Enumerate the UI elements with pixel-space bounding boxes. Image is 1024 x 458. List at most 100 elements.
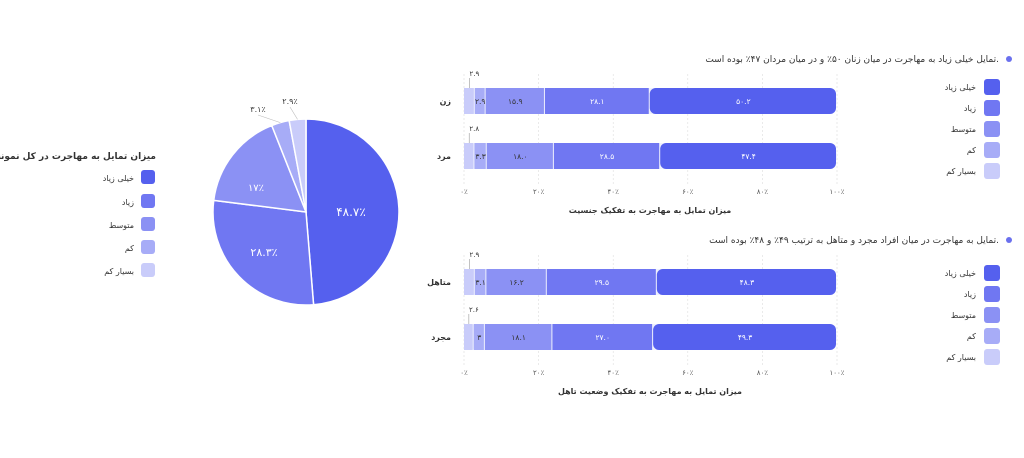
marital-bar-1-segment-4 [464, 324, 473, 350]
gender-bar-1-segment-1 [553, 143, 660, 169]
gender-bar-0-segment-3 [474, 88, 485, 114]
gender-bar-0-value-2: ۱۵.۹ [508, 97, 522, 106]
gender-bar-0-segment-0 [649, 88, 836, 114]
gender-x-tick-1: ۲۰٪ [533, 188, 545, 196]
pie-legend-swatch-2 [141, 217, 155, 231]
gender-bar-0-segment-1 [544, 88, 649, 114]
gender-category-label-1: مرد [437, 152, 451, 161]
pie-slice-label-0: ۴۸.۷٪ [336, 205, 366, 219]
note-marital: تمایل به مهاجرت در میان افراد مجرد و متا… [709, 236, 999, 246]
marital-bar-1-value-4: ۲.۶ [469, 306, 479, 314]
marital-bar-1-value-3: ۳ [477, 333, 481, 342]
pie-legend: خیلی زیاد زیاد متوسط کم بسیار کم [103, 170, 155, 277]
marital-legend-swatch-3 [984, 328, 1000, 344]
gender-legend-swatch-1 [984, 100, 1000, 116]
pie-slice-1 [212, 199, 315, 306]
gender-legend: خیلی زیاد زیاد متوسط کم بسیار کم [945, 79, 1000, 179]
pie-legend-swatch-1 [141, 194, 155, 208]
pie-legend-label-2: متوسط [109, 221, 134, 230]
marital-bar-1-segment-3 [473, 324, 484, 350]
gender-bar-0-value-1: ۲۸.۱ [590, 97, 604, 106]
gender-bar-1-value-4: ۲.۸ [469, 125, 479, 133]
pie-leader-line-4 [289, 106, 298, 120]
pie-legend-swatch-0 [141, 170, 155, 184]
gender-bar-1-segment-2 [486, 143, 553, 169]
marital-legend: خیلی زیاد زیاد متوسط کم بسیار کم [945, 265, 1000, 365]
marital-legend-swatch-0 [984, 265, 1000, 281]
gender-category-label-0: زن [440, 97, 452, 106]
pie-slice-4 [288, 118, 307, 213]
pie-slice-label-2: ۱۷٪ [248, 183, 264, 194]
gender-legend-swatch-3 [984, 142, 1000, 158]
pie-slice-2 [212, 124, 308, 213]
marital-x-tick-2: ۴۰٪ [608, 369, 620, 377]
gender-bar-1-segment-3 [474, 143, 486, 169]
pie-legend-label-4: بسیار کم [104, 267, 134, 276]
marital-bar-0-value-0: ۴۸.۳ [740, 278, 754, 287]
marital-bar-0-segment-4 [464, 269, 474, 295]
gender-bar-1-segment-4 [464, 143, 474, 169]
marital-x-tick-0: ۰٪ [460, 369, 468, 377]
marital-category-label-0: متاهل [427, 278, 451, 287]
marital-bar-1-segment-2 [484, 324, 552, 350]
gender-x-tick-3: ۶۰٪ [682, 188, 694, 196]
note-gender: تمایل خیلی زیاد به مهاجرت در میان زنان ۵… [705, 55, 999, 65]
marital-legend-label-1: زیاد [964, 290, 976, 299]
gender-legend-label-4: بسیار کم [946, 167, 976, 176]
marital-legend-swatch-2 [984, 307, 1000, 323]
marital-legend-label-3: کم [967, 332, 976, 341]
marital-category-label-1: مجرد [431, 333, 451, 342]
gender-bar-0-value-4: ۲.۹ [470, 70, 480, 78]
gender-bar-1-segment-0 [660, 143, 836, 169]
pie-legend-label-1: زیاد [122, 198, 134, 207]
marital-legend-label-0: خیلی زیاد [945, 269, 976, 278]
gender-bar-0-value-3: ۲.۹ [475, 97, 485, 106]
marital-legend-swatch-4 [984, 349, 1000, 365]
pie-slice-0 [305, 118, 400, 306]
marital-bar-0-value-1: ۲۹.۵ [595, 278, 609, 287]
gender-bar-0-value-0: ۵۰.۲ [736, 97, 750, 106]
marital-bar-0-segment-3 [474, 269, 486, 295]
gender-legend-swatch-0 [984, 79, 1000, 95]
marital-bar-chart: ۰٪ ۲۰٪ ۴۰٪ ۶۰٪ ۸۰٪ ۱۰۰٪ متاهل ۴۸.۳ ۲۹.۵ ۱۶.۲ ۳.۱ ۲.… [427, 251, 845, 377]
gender-x-tick-5: ۱۰۰٪ [829, 188, 844, 196]
marital-bar-0-value-4: ۲.۹ [470, 251, 480, 259]
marital-bar-0-value-2: ۱۶.۲ [509, 278, 523, 287]
marital-bar-0-segment-2 [486, 269, 546, 295]
gender-bar-1-value-3: ۳.۳ [475, 152, 485, 161]
pie-title: میزان تمایل به مهاجرت در کل نمونه [0, 152, 156, 162]
gender-legend-swatch-2 [984, 121, 1000, 137]
pie-slice-label-1: ۲۸.۳٪ [250, 246, 277, 259]
pie-legend-swatch-4 [141, 263, 155, 277]
gender-bar-1-value-2: ۱۸.۰ [513, 152, 527, 161]
marital-x-tick-3: ۶۰٪ [682, 369, 694, 377]
marital-legend-swatch-1 [984, 286, 1000, 302]
pie-leader-line-3 [257, 114, 281, 123]
gender-x-tick-2: ۴۰٪ [608, 188, 620, 196]
pie-legend-label-3: کم [125, 244, 134, 253]
pie-slice-label-4: ۲.۹٪ [282, 97, 297, 106]
pie-legend-swatch-3 [141, 240, 155, 254]
pie-legend-label-0: خیلی زیاد [103, 174, 134, 183]
gender-legend-label-3: کم [967, 146, 976, 155]
gender-legend-swatch-4 [984, 163, 1000, 179]
gender-bar-chart: ۰٪ ۲۰٪ ۴۰٪ ۶۰٪ ۸۰٪ ۱۰۰٪ زن ۵۰.۲ ۲۸.۱ ۱۵.۹ ۲.۹ ۲.۹ مر… [437, 70, 845, 196]
gender-x-tick-0: ۰٪ [460, 188, 468, 196]
gender-x-tick-4: ۸۰٪ [757, 188, 769, 196]
marital-legend-label-4: بسیار کم [946, 353, 976, 362]
gender-legend-label-2: متوسط [951, 125, 976, 134]
marital-bar-0-segment-1 [546, 269, 656, 295]
marital-bar-1-segment-0 [653, 324, 836, 350]
marital-bar-0-segment-0 [656, 269, 836, 295]
marital-x-tick-5: ۱۰۰٪ [829, 369, 844, 377]
marital-bar-1-value-1: ۲۷.۰ [596, 333, 610, 342]
marital-bar-1-value-0: ۴۹.۳ [738, 333, 752, 342]
marital-bar-1-segment-1 [552, 324, 653, 350]
gender-chart-title: میزان تمایل به مهاجرت به تفکیک جنسیت [569, 206, 732, 215]
gender-legend-label-1: زیاد [964, 104, 976, 113]
gender-legend-label-0: خیلی زیاد [945, 83, 976, 92]
gender-bar-0-segment-2 [485, 88, 544, 114]
marital-x-tick-1: ۲۰٪ [533, 369, 545, 377]
pie-chart: ۴۸.۷٪ ۲۸.۳٪ ۱۷٪ ۳.۱٪ ۲.۹٪ [212, 97, 400, 306]
